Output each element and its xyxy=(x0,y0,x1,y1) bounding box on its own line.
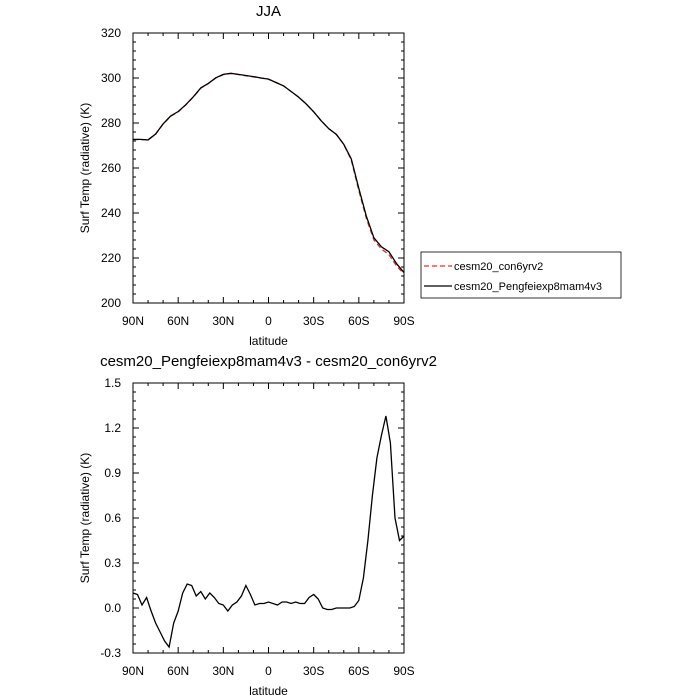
y-tick-label: 300 xyxy=(101,71,121,85)
plot-frame xyxy=(132,32,405,304)
chart-title: JJA xyxy=(256,3,281,20)
y-axis-label: Surf Temp (radiative) (K) xyxy=(78,103,92,233)
top-panel-mean-temperature: JJA 90N 60N 30N 0 30S 60S 90S 200 220 240 260 280 300… xyxy=(78,3,415,348)
x-tick-label: 90S xyxy=(393,314,414,328)
x-tick-label: 60S xyxy=(348,314,369,328)
legend-box xyxy=(420,251,622,299)
y-tick-label: 240 xyxy=(101,206,121,220)
x-tick-label: 90N xyxy=(122,314,144,328)
y-tick-label: -0.3 xyxy=(100,646,121,660)
x-tick-label: 30S xyxy=(303,314,324,328)
x-tick-label: 30N xyxy=(212,664,234,678)
y-tick-label: 0.3 xyxy=(104,556,121,570)
series-line-cesm20_Pengfeiexp8mam4v3 xyxy=(133,72,405,274)
x-axis-label: latitude xyxy=(249,334,288,348)
x-tick-label: 60N xyxy=(167,664,189,678)
y-tick-label: 1.5 xyxy=(104,376,121,390)
y-tick-label: 220 xyxy=(101,251,121,265)
legend: cesm20_con6yrv2 cesm20_Pengfeiexp8mam4v3 xyxy=(420,251,622,299)
x-tick-label: 90S xyxy=(393,664,414,678)
series-line-cesm20_con6yrv2 xyxy=(133,72,405,275)
series-line-difference xyxy=(132,415,405,649)
y-tick-label: 320 xyxy=(101,26,121,40)
x-tick-label: 0 xyxy=(265,314,272,328)
x-tick-label: 60N xyxy=(167,314,189,328)
y-tick-label: 0.6 xyxy=(104,511,121,525)
x-axis-label: latitude xyxy=(249,684,288,698)
y-tick-label: 200 xyxy=(101,296,121,310)
x-tick-label: 0 xyxy=(265,664,272,678)
x-tick-label: 60S xyxy=(348,664,369,678)
y-tick-label: 0.0 xyxy=(104,601,121,615)
x-tick-label: 30S xyxy=(303,664,324,678)
y-tick-label: 260 xyxy=(101,161,121,175)
x-tick-label: 90N xyxy=(122,664,144,678)
legend-label: cesm20_Pengfeiexp8mam4v3 xyxy=(454,281,602,293)
y-tick-label: 280 xyxy=(101,116,121,130)
y-tick-label: 0.9 xyxy=(104,466,121,480)
legend-label: cesm20_con6yrv2 xyxy=(454,261,543,273)
bottom-panel-temperature-difference: cesm20_Pengfeiexp8mam4v3 - cesm20_con6yr… xyxy=(78,353,437,698)
x-tick-label: 30N xyxy=(212,314,234,328)
chart-title: cesm20_Pengfeiexp8mam4v3 - cesm20_con6yr… xyxy=(100,353,437,370)
y-axis-label: Surf Temp (radiative) (K) xyxy=(78,453,92,583)
y-tick-label: 1.2 xyxy=(104,421,121,435)
plot-frame xyxy=(132,382,405,654)
